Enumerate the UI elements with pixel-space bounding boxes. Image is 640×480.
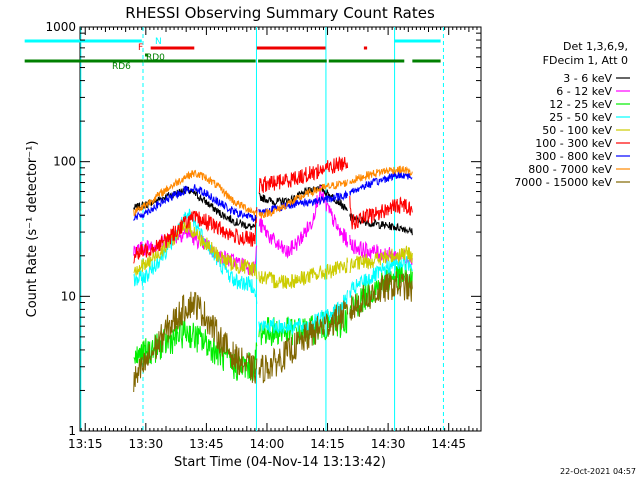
legend-label-5: 100 - 300 keV [535, 137, 612, 150]
y-tick-label: 100 [53, 155, 76, 169]
axes: 13:15 13:30 13:45 14:00 14:15 14:30 14:45 1 10 10… [45, 20, 481, 451]
chart-title: RHESSI Observing Summary Count Rates [125, 4, 435, 22]
flag-label-0: N [155, 37, 162, 47]
flag-bar-3-3 [328, 59, 405, 63]
legend-label-7: 800 - 7000 keV [528, 163, 612, 176]
flag-bar-1-0 [150, 46, 195, 50]
y-axis-label: Count Rate (s⁻¹ detector⁻¹) [25, 141, 40, 318]
legend: Det 1,3,6,9, FDecim 1, Att 0 3 - 6 keV6 … [514, 40, 630, 189]
x-tick-label: 14:15 [310, 437, 345, 451]
generation-timestamp: 22-Oct-2021 04:57 [560, 467, 636, 476]
plot-frame [79, 26, 482, 432]
flag-bar-0-0 [24, 39, 142, 43]
flag-bar-2-0 [145, 53, 149, 57]
x-tick-label: 14:30 [371, 437, 406, 451]
flag-bar-1-1 [256, 46, 326, 50]
flag-bar-3-2 [258, 59, 327, 63]
legend-header-line-1: Det 1,3,6,9, [563, 40, 628, 53]
flag-bar-0-1 [394, 39, 441, 43]
series-line-4 [133, 219, 413, 289]
flag-label-1: F [138, 43, 143, 53]
legend-label-0: 3 - 6 keV [563, 72, 612, 85]
legend-label-3: 25 - 50 keV [549, 111, 612, 124]
flag-bar-3-1 [143, 59, 256, 63]
y-tick-label: 1 [68, 424, 76, 438]
flag-label-2: RD0 [146, 53, 165, 63]
series-line-5 [133, 155, 413, 264]
legend-label-2: 12 - 25 keV [549, 98, 612, 111]
legend-label-4: 50 - 100 keV [542, 124, 612, 137]
x-axis-label: Start Time (04-Nov-14 13:13:42) [174, 455, 386, 470]
y-tick-label: 1000 [45, 20, 76, 34]
x-tick-label: 14:45 [431, 437, 466, 451]
flag-bar-3-4 [412, 59, 441, 63]
series-line-8 [133, 271, 413, 393]
series-line-6 [133, 170, 413, 222]
legend-label-6: 300 - 800 keV [535, 150, 612, 163]
series-line-7 [133, 165, 413, 219]
legend-label-1: 6 - 12 keV [556, 85, 612, 98]
x-tick-label: 14:00 [250, 437, 285, 451]
series-lines [133, 155, 413, 393]
y-tick-label: 10 [61, 289, 76, 303]
x-tick-label: 13:15 [68, 437, 103, 451]
legend-header-line-2: FDecim 1, Att 0 [543, 54, 628, 67]
flag-label-3: RD6 [112, 62, 131, 72]
x-tick-label: 13:30 [129, 437, 164, 451]
legend-label-8: 7000 - 15000 keV [514, 176, 612, 189]
x-tick-label: 13:45 [189, 437, 224, 451]
flag-bar-1-2 [363, 46, 368, 50]
flag-bar-3-0 [24, 59, 144, 63]
